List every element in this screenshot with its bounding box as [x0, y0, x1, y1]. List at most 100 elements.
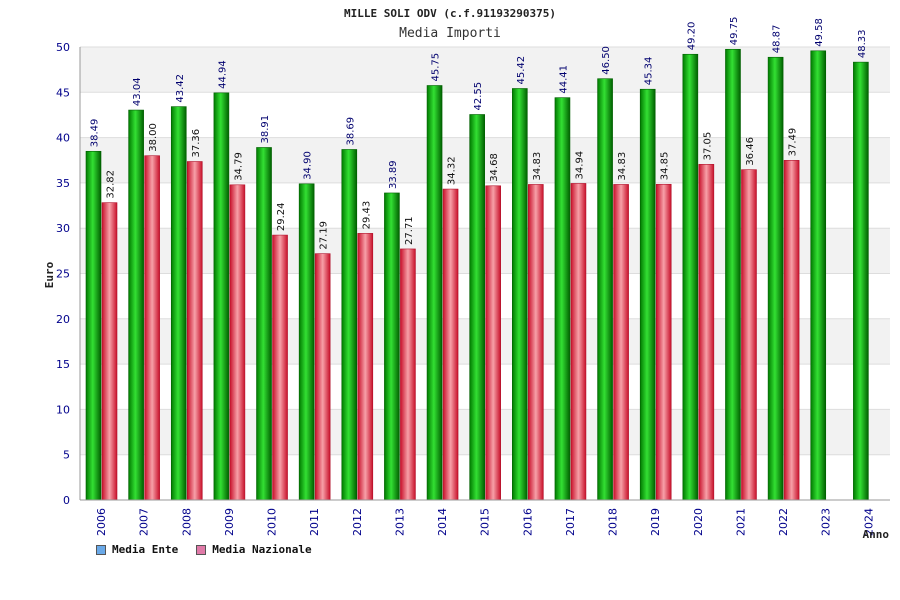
bar-media-nazionale	[741, 169, 757, 501]
y-axis-label: Euro	[43, 261, 56, 288]
chart-title: MILLE SOLI ODV (c.f.91193290375)	[344, 7, 556, 20]
bar-media-ente	[810, 50, 827, 501]
x-tick-label: 2011	[308, 508, 321, 536]
y-tick-label: 40	[56, 132, 70, 145]
x-tick-label: 2024	[862, 508, 875, 536]
bar-media-ente	[512, 88, 528, 501]
value-label-media-ente: 34.90	[303, 151, 314, 180]
bar-media-ente	[725, 48, 741, 501]
bar-media-ente	[298, 183, 315, 501]
value-label-media-ente: 45.34	[644, 57, 655, 86]
value-label-media-nazionale: 37.05	[702, 132, 713, 161]
value-label-media-ente: 38.69	[345, 117, 356, 146]
bar-media-ente	[85, 150, 102, 501]
value-label-media-nazionale: 34.68	[489, 153, 500, 182]
x-tick-label: 2017	[564, 508, 577, 536]
value-label-media-nazionale: 34.94	[574, 151, 585, 180]
y-tick-label: 50	[56, 41, 70, 54]
y-tick-label: 0	[63, 494, 70, 507]
value-label-media-ente: 38.49	[90, 119, 101, 148]
bar-media-ente	[469, 114, 485, 501]
y-tick-label: 35	[56, 177, 70, 190]
bar-media-ente	[384, 192, 400, 501]
y-tick-label: 5	[63, 449, 70, 462]
legend-label-nazionale: Media Nazionale	[212, 543, 312, 556]
value-label-media-ente: 45.42	[516, 56, 527, 85]
value-label-media-nazionale: 34.32	[447, 156, 458, 185]
legend-label-ente: Media Ente	[112, 543, 179, 556]
bar-media-nazionale	[144, 155, 160, 501]
value-label-media-ente: 46.50	[601, 46, 612, 75]
bar-media-ente	[128, 109, 144, 501]
bar-media-nazionale	[442, 188, 459, 501]
value-label-media-nazionale: 34.83	[532, 152, 543, 181]
bar-media-ente	[554, 97, 571, 501]
x-tick-label: 2013	[393, 508, 406, 536]
value-label-media-ente: 44.94	[217, 60, 228, 89]
value-label-media-ente: 48.87	[772, 25, 783, 54]
x-tick-label: 2021	[734, 508, 747, 536]
y-tick-label: 20	[56, 313, 70, 326]
bar-media-nazionale	[783, 160, 800, 501]
value-label-media-nazionale: 34.79	[233, 152, 244, 181]
x-tick-label: 2016	[521, 508, 534, 536]
value-label-media-nazionale: 29.24	[276, 202, 287, 231]
legend-swatch-nazionale	[196, 544, 207, 555]
x-tick-label: 2015	[479, 508, 492, 536]
bar-media-ente	[597, 78, 613, 501]
bar-media-nazionale	[272, 234, 288, 501]
x-tick-label: 2008	[180, 508, 193, 536]
bar-media-ente	[256, 147, 272, 501]
bar-media-ente	[767, 56, 784, 501]
x-tick-label: 2012	[351, 508, 364, 536]
value-label-media-ente: 48.33	[857, 29, 868, 58]
y-tick-label: 30	[56, 222, 70, 235]
value-label-media-nazionale: 34.83	[617, 152, 628, 181]
bar-media-nazionale	[400, 248, 416, 501]
x-axis-label: Anno	[863, 528, 890, 541]
bar-media-ente	[682, 53, 699, 501]
value-label-media-nazionale: 36.46	[745, 137, 756, 166]
y-tick-label: 10	[56, 403, 70, 416]
bar-media-nazionale	[655, 183, 672, 501]
x-tick-label: 2022	[777, 508, 790, 536]
bar-media-nazionale	[570, 183, 587, 501]
y-axis-ticks: 0 5 10 15 20 25 30 35 40 45 50	[56, 41, 70, 507]
bar-media-ente	[426, 85, 443, 501]
bars	[85, 48, 869, 501]
chart-subtitle: Media Importi	[399, 26, 501, 41]
legend-item-nazionale: Media Nazionale	[196, 543, 312, 556]
x-tick-label: 2023	[820, 508, 833, 536]
value-label-media-nazionale: 34.85	[660, 152, 671, 181]
value-label-media-ente: 49.20	[686, 22, 697, 51]
x-tick-label: 2007	[138, 508, 151, 536]
y-tick-label: 45	[56, 86, 70, 99]
x-tick-label: 2018	[607, 508, 620, 536]
bar-media-nazionale	[613, 184, 629, 501]
legend: Media Ente Media Nazionale	[96, 543, 312, 556]
grid-band	[80, 47, 890, 93]
value-label-media-ente: 42.55	[473, 82, 484, 111]
value-label-media-ente: 43.04	[132, 77, 143, 106]
bar-media-ente	[170, 106, 187, 501]
y-tick-label: 15	[56, 358, 70, 371]
bar-media-ente	[213, 92, 230, 501]
value-label-media-ente: 49.58	[814, 18, 825, 47]
value-label-media-ente: 45.75	[431, 53, 442, 82]
bar-media-ente	[853, 61, 869, 501]
value-label-media-nazionale: 38.00	[148, 123, 159, 152]
x-tick-label: 2020	[692, 508, 705, 536]
x-tick-label: 2019	[649, 508, 662, 536]
value-label-media-nazionale: 27.19	[319, 221, 330, 250]
bar-media-nazionale	[698, 164, 715, 501]
x-axis-ticks: 2006 2007 2008 2009 2010 2011 2012 2013 2014 2015…	[95, 508, 875, 536]
bar-media-ente	[341, 149, 358, 501]
value-label-media-ente: 49.75	[729, 17, 740, 46]
value-label-media-ente: 33.89	[388, 160, 399, 189]
bar-media-nazionale	[485, 185, 501, 501]
bar-media-nazionale	[101, 202, 118, 501]
bar-media-nazionale	[229, 184, 246, 501]
value-label-media-ente: 43.42	[175, 74, 186, 103]
value-label-media-nazionale: 27.71	[404, 216, 415, 245]
